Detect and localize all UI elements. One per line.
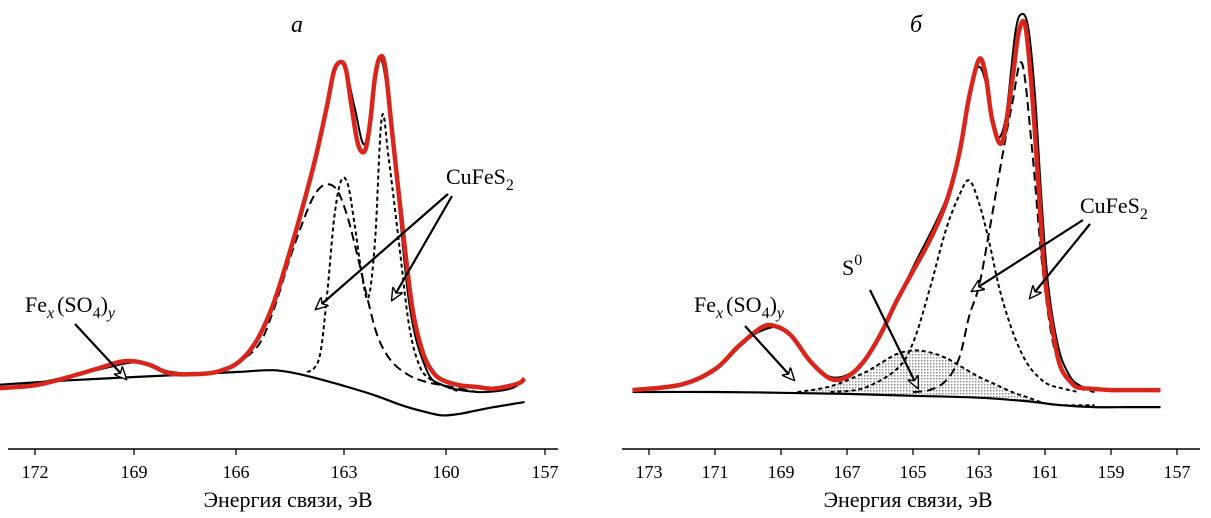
x-tick-label: 166 <box>223 462 250 482</box>
panel-a-plot <box>0 53 527 417</box>
panel-a-component-1 <box>221 183 478 393</box>
x-tick-label: 171 <box>702 462 729 482</box>
x-tick-label: 157 <box>1164 462 1191 482</box>
panel-a-x-axis-title: Энергия связи, эВ <box>203 487 372 512</box>
x-tick-label: 169 <box>121 462 148 482</box>
x-tick-label: 172 <box>22 462 49 482</box>
x-tick-label: 160 <box>433 462 460 482</box>
panel-b-sulfate-arrow <box>744 325 794 380</box>
panel-b: б 173 171 169 167 165 163 161 <box>622 12 1200 512</box>
x-tick-label: 163 <box>331 462 358 482</box>
panel-a: а 172 169 166 163 160 157 Энергия связи,… <box>0 12 559 512</box>
panel-a-label: а <box>291 12 303 38</box>
x-tick-label: 169 <box>768 462 795 482</box>
panel-b-background-curve <box>632 390 1161 409</box>
panel-a-experimental-curve <box>0 53 527 391</box>
panel-b-label: б <box>910 12 923 38</box>
panel-a-cufes2-arrow-1 <box>316 193 449 309</box>
panel-a-cufes2-arrow-2 <box>392 195 453 300</box>
x-tick-label: 159 <box>1098 462 1125 482</box>
x-tick-label: 165 <box>900 462 927 482</box>
panel-b-s0-arrow <box>869 289 918 388</box>
panel-b-x-axis-title: Энергия связи, эВ <box>823 487 992 512</box>
x-tick-label: 157 <box>532 462 559 482</box>
panel-b-cufes2-label: CuFeS2 <box>1080 193 1148 223</box>
panel-b-experimental-curve <box>632 18 1161 393</box>
panel-b-cufes2-arrow-2 <box>1030 223 1091 298</box>
panel-b-component-2 <box>830 179 1079 393</box>
x-tick-label: 161 <box>1032 462 1059 482</box>
panel-b-cufes2-arrow-1 <box>972 219 1084 291</box>
panel-b-plot <box>632 12 1161 409</box>
x-tick-label: 163 <box>966 462 993 482</box>
panel-b-s0-fill <box>797 350 1095 408</box>
panel-b-ticks: 173 171 169 167 165 163 161 159 157 <box>636 449 1191 482</box>
panel-a-sulfate-label: Fex (SO4)y <box>25 292 116 322</box>
panel-b-s0-label: S0 <box>842 252 862 280</box>
panel-a-background-curve <box>0 369 525 417</box>
panel-b-s0-component <box>797 349 1095 407</box>
panel-a-envelope-curve <box>0 57 526 394</box>
panel-b-sulfate-label: Fex (SO4)y <box>694 292 785 322</box>
x-tick-label: 167 <box>834 462 861 482</box>
panel-a-sulfate-arrow <box>74 323 126 379</box>
panel-a-cufes2-label: CuFeS2 <box>446 164 514 194</box>
panel-a-component-2 <box>306 113 461 393</box>
panel-a-ticks: 172 169 166 163 160 157 <box>22 449 559 482</box>
panel-b-component-1 <box>912 61 1095 393</box>
x-tick-label: 173 <box>636 462 663 482</box>
